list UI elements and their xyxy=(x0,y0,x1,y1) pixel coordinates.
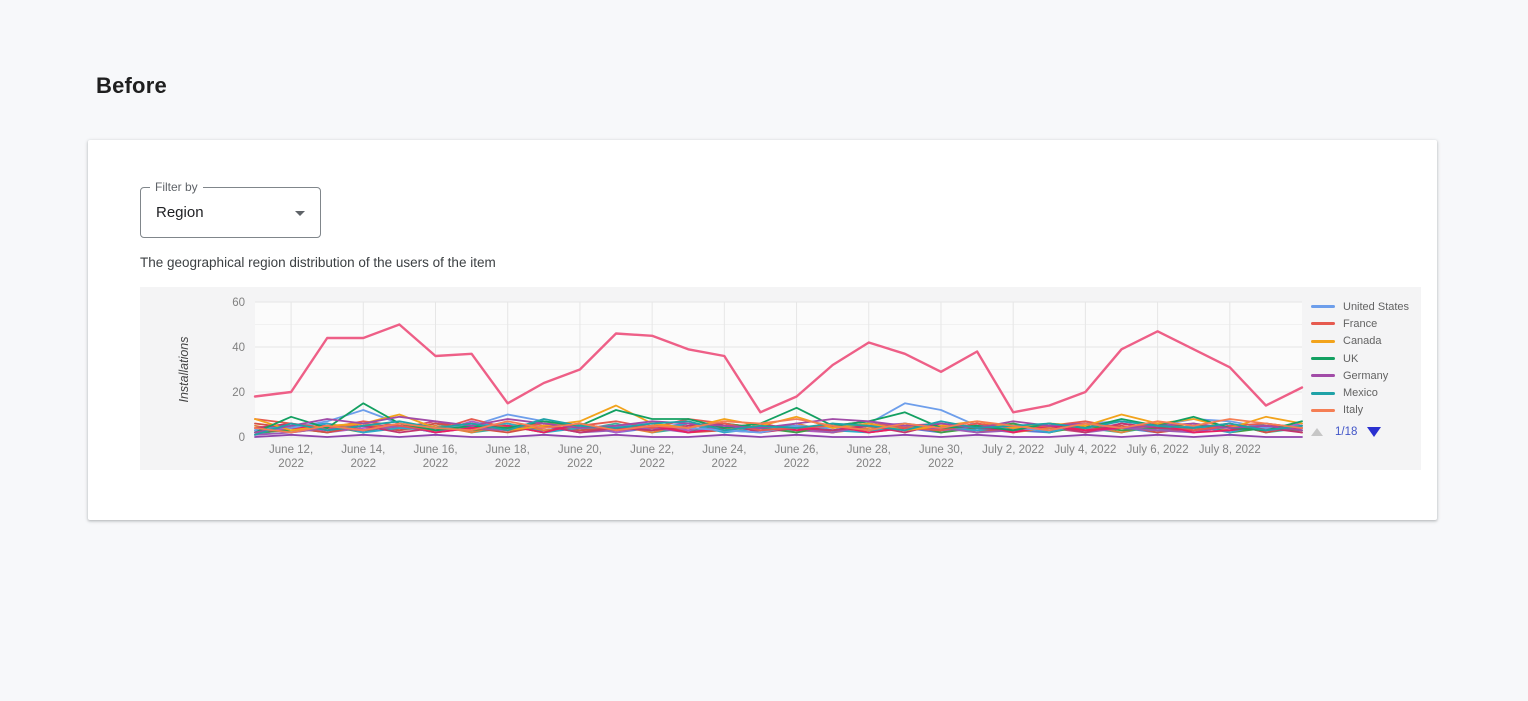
legend-item-italy: Italy xyxy=(1311,402,1419,419)
svg-text:June 30,: June 30, xyxy=(919,444,963,456)
legend-swatch-icon xyxy=(1311,408,1335,412)
legend-item-uk: UK xyxy=(1311,350,1419,367)
svg-text:2022: 2022 xyxy=(495,458,521,470)
svg-text:2022: 2022 xyxy=(712,458,738,470)
svg-text:40: 40 xyxy=(232,342,245,354)
legend-item-label: UK xyxy=(1343,352,1359,365)
svg-text:20: 20 xyxy=(232,387,245,399)
svg-text:June 20,: June 20, xyxy=(558,444,602,456)
svg-text:July 2, 2022: July 2, 2022 xyxy=(982,444,1044,456)
legend-item-germany: Germany xyxy=(1311,367,1419,384)
legend-item-label: Mexico xyxy=(1343,387,1378,400)
svg-text:60: 60 xyxy=(232,297,245,309)
svg-text:Installations: Installations xyxy=(177,336,191,402)
svg-text:0: 0 xyxy=(239,432,245,444)
svg-text:June 16,: June 16, xyxy=(413,444,457,456)
svg-text:2022: 2022 xyxy=(278,458,304,470)
legend-swatch-icon xyxy=(1311,322,1335,326)
legend-next-page-icon[interactable] xyxy=(1367,427,1382,438)
svg-text:June 12,: June 12, xyxy=(269,444,313,456)
chart-plot-area[interactable]: 0 20 40 60 June 12, 2022 June 14, 2022 June 16, 2… xyxy=(140,287,1421,470)
svg-text:June 24,: June 24, xyxy=(702,444,746,456)
legend-item-label: Canada xyxy=(1343,335,1382,348)
legend-page-indicator: 1/18 xyxy=(1335,426,1358,439)
filter-selected-value: Region xyxy=(156,204,204,221)
svg-text:2022: 2022 xyxy=(423,458,449,470)
svg-text:June 22,: June 22, xyxy=(630,444,674,456)
filter-by-label: Filter by xyxy=(150,180,203,194)
svg-text:June 28,: June 28, xyxy=(847,444,891,456)
legend-swatch-icon xyxy=(1311,391,1335,395)
svg-text:June 14,: June 14, xyxy=(341,444,385,456)
region-distribution-chart: 0 20 40 60 June 12, 2022 June 14, 2022 June 16, 2… xyxy=(140,287,1421,470)
legend-item-label: Germany xyxy=(1343,369,1389,382)
svg-text:2022: 2022 xyxy=(567,458,593,470)
legend-items: United States France Canada UK Germany Mexico… xyxy=(1311,298,1419,419)
svg-text:2022: 2022 xyxy=(784,458,810,470)
svg-text:July 6, 2022: July 6, 2022 xyxy=(1127,444,1189,456)
svg-text:2022: 2022 xyxy=(639,458,665,470)
legend-pagination: 1/18 xyxy=(1311,424,1419,440)
chart-legend: United States France Canada UK Germany Mexico… xyxy=(1311,298,1419,440)
legend-item-label: Italy xyxy=(1343,404,1364,417)
legend-swatch-icon xyxy=(1311,357,1335,361)
svg-text:2022: 2022 xyxy=(351,458,377,470)
legend-item-mexico: Mexico xyxy=(1311,384,1419,401)
item-analytics-card: Filter by Region The geographical region… xyxy=(88,140,1437,520)
legend-item-canada: Canada xyxy=(1311,333,1419,350)
legend-swatch-icon xyxy=(1311,305,1335,309)
filter-by-select[interactable]: Filter by Region xyxy=(140,180,321,238)
svg-text:July 4, 2022: July 4, 2022 xyxy=(1054,444,1116,456)
svg-text:2022: 2022 xyxy=(856,458,882,470)
legend-item-united-states: United States xyxy=(1311,298,1419,315)
legend-item-france: France xyxy=(1311,315,1419,332)
legend-swatch-icon xyxy=(1311,339,1335,343)
legend-prev-page-icon[interactable] xyxy=(1311,428,1323,437)
chevron-down-icon xyxy=(295,210,305,216)
svg-text:July 8, 2022: July 8, 2022 xyxy=(1199,444,1261,456)
svg-text:June 26,: June 26, xyxy=(774,444,818,456)
svg-text:2022: 2022 xyxy=(928,458,954,470)
legend-swatch-icon xyxy=(1311,374,1335,378)
svg-text:June 18,: June 18, xyxy=(486,444,530,456)
page-title: Before xyxy=(96,73,167,98)
legend-item-label: France xyxy=(1343,317,1378,330)
chart-description: The geographical region distribution of … xyxy=(140,255,496,270)
legend-item-label: United States xyxy=(1343,300,1410,313)
